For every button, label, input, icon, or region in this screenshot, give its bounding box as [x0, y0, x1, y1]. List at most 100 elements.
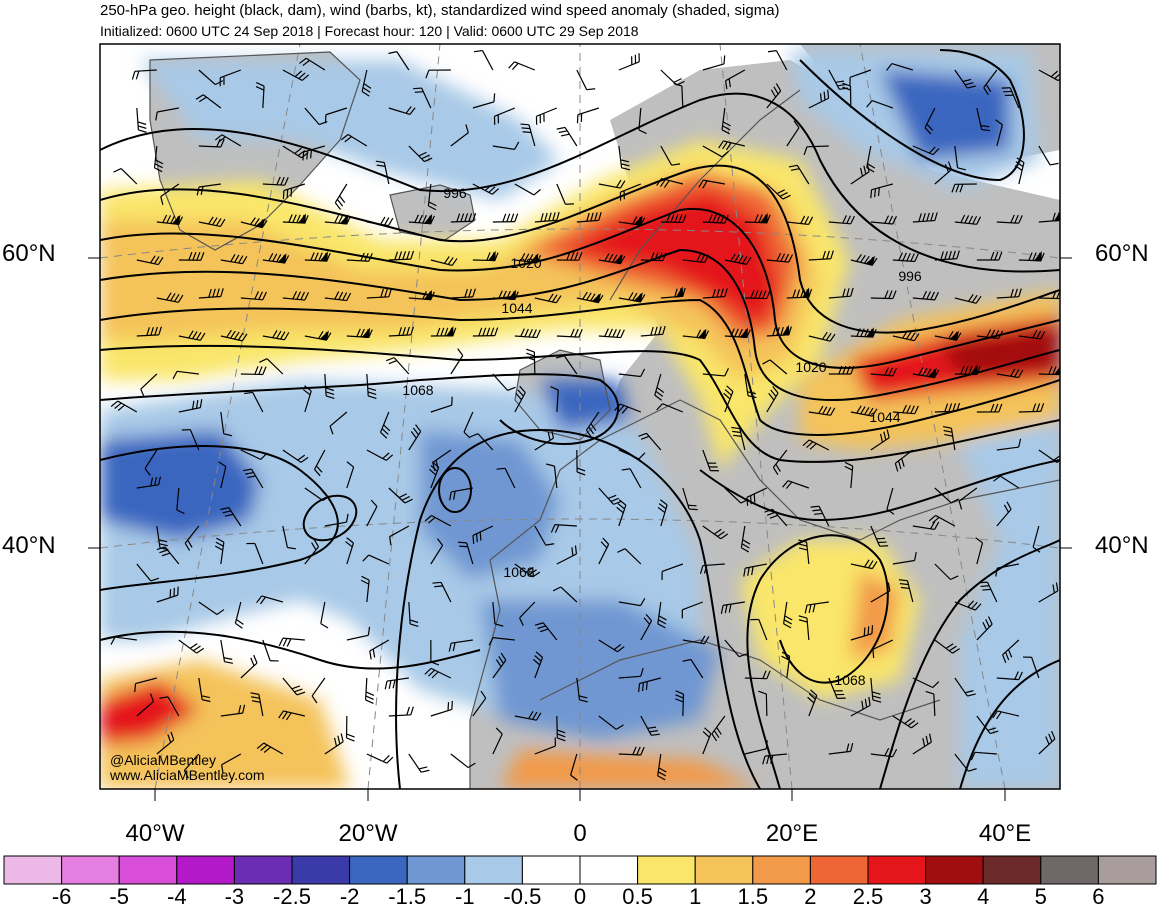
wind-barb-shaft	[662, 403, 684, 413]
wind-barb-shaft	[1038, 145, 1051, 166]
wind-barb-feather	[1018, 671, 1023, 680]
wind-barb-feather	[430, 465, 438, 472]
wind-barb-feather	[556, 729, 566, 734]
wind-barb-feather	[428, 205, 437, 211]
wind-barb-feather	[535, 712, 542, 721]
wind-barb-feather	[600, 541, 608, 549]
wind-barb-feather	[722, 121, 731, 127]
wind-barb-feather	[614, 403, 621, 411]
wind-barb-feather	[992, 710, 998, 719]
coastline-norway	[609, 89, 801, 301]
wind-barb-feather	[339, 195, 346, 204]
wind-barb-pennant	[781, 324, 790, 336]
colorbar-segment	[579, 855, 639, 885]
wind-barb-feather	[980, 124, 990, 128]
wind-barb-feather	[250, 692, 260, 695]
wind-barb-feather	[198, 96, 207, 103]
wind-barb-feather	[159, 543, 168, 547]
wind-barb	[240, 217, 268, 229]
height-contour	[100, 248, 1060, 401]
wind-barb-shaft	[198, 69, 216, 86]
wind-barb-feather	[154, 163, 163, 169]
wind-barb-feather	[713, 730, 720, 739]
wind-barb	[424, 514, 452, 527]
wind-barb-feather	[237, 332, 244, 341]
wind-barb-feather	[1002, 654, 1007, 663]
wind-barb-feather	[177, 294, 184, 303]
wind-barb-feather	[1050, 70, 1058, 78]
colorbar-segment	[867, 855, 927, 885]
wind-barb	[866, 100, 894, 109]
wind-barb-feather	[734, 254, 740, 263]
wind-barb-feather	[1032, 252, 1037, 261]
wind-barb	[1038, 730, 1056, 755]
wind-barb-feather	[188, 251, 193, 261]
wind-barb	[385, 357, 410, 375]
wind-barb-feather	[673, 82, 683, 87]
wind-barb-feather	[310, 149, 312, 159]
wind-barb-feather	[770, 389, 777, 397]
wind-barb-feather	[495, 727, 503, 735]
wind-barb-feather	[823, 91, 826, 101]
wind-barb-feather	[465, 124, 469, 133]
wind-barb-feather	[658, 252, 663, 261]
wind-barb-feather	[414, 214, 419, 223]
wind-barb	[113, 167, 138, 185]
wind-barb-feather	[155, 159, 164, 165]
wind-barb-feather	[775, 463, 781, 472]
positive-anomaly-subtropical-core	[100, 680, 200, 745]
wind-barb-shaft	[954, 753, 969, 772]
wind-barb-feather	[519, 617, 524, 626]
wind-barb-feather	[718, 140, 724, 149]
wind-barb	[766, 253, 794, 263]
wind-barb-feather	[654, 252, 659, 261]
wind-barb-feather	[860, 406, 866, 415]
wind-barb	[808, 405, 836, 416]
wind-barb-feather	[1051, 730, 1056, 740]
wind-barb-feather	[788, 254, 794, 263]
wind-barb-feather	[250, 217, 256, 225]
wind-barb	[369, 639, 390, 660]
wind-barb-shaft	[492, 637, 515, 641]
wind-barb	[449, 487, 473, 501]
wind-barb	[214, 537, 225, 565]
wind-barb-feather	[576, 471, 586, 476]
wind-barb-feather	[968, 215, 974, 224]
wind-barb-feather	[906, 252, 911, 262]
wind-barb-feather	[532, 658, 541, 666]
wind-barb-feather	[766, 670, 771, 679]
wind-barb-shaft	[624, 548, 642, 565]
wind-barb-feather	[934, 521, 940, 530]
wind-barb-feather	[818, 405, 824, 414]
wind-barb	[576, 107, 600, 124]
wind-barb-feather	[547, 431, 551, 441]
wind-barb-feather	[712, 288, 716, 298]
colorbar-segment	[233, 855, 293, 885]
wind-barb-feather	[1018, 288, 1022, 297]
wind-barb	[618, 597, 646, 607]
wind-barb-feather	[751, 566, 754, 576]
wind-barb-feather	[428, 516, 436, 524]
height-contour	[100, 373, 620, 445]
wind-barb	[638, 432, 662, 451]
wind-barb-shaft	[629, 468, 642, 489]
wind-barb-feather	[522, 131, 532, 134]
wind-barb	[472, 690, 487, 717]
wind-barb	[282, 677, 306, 696]
wind-barb-feather	[868, 407, 874, 416]
wind-barb-feather	[202, 699, 211, 703]
wind-barb-feather	[640, 597, 646, 606]
wind-barb-feather	[208, 216, 214, 225]
wind-barb-feather	[722, 125, 731, 131]
wind-barb-feather	[800, 289, 805, 298]
wind-barb-feather	[418, 214, 423, 224]
wind-barb-shaft	[974, 751, 997, 755]
wind-barb	[681, 601, 704, 619]
wind-barb-feather	[842, 365, 847, 375]
wind-barb-feather	[236, 618, 244, 625]
wind-barb	[702, 288, 728, 299]
wind-barb-feather	[491, 188, 500, 195]
wind-barb-feather	[311, 695, 318, 704]
wind-barb-feather	[657, 771, 667, 777]
